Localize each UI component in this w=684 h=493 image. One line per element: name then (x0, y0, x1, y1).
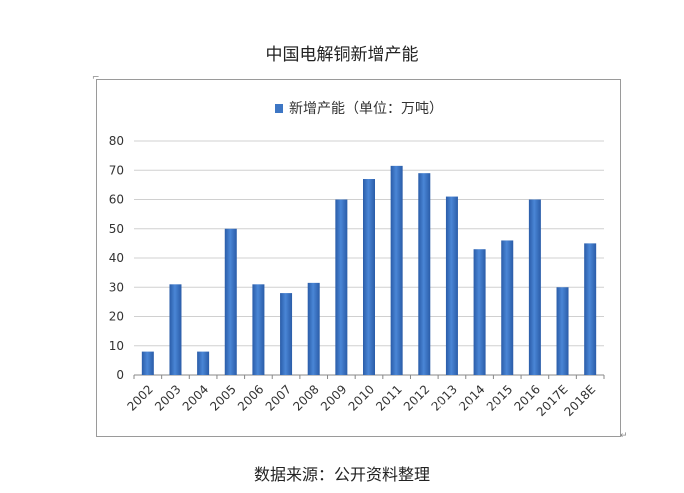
bar-2006 (252, 284, 265, 375)
y-tick-labels: 0 10 20 30 40 50 60 70 80 (109, 134, 124, 382)
x-tick-labels: 2002200320042005200620072008200920102011… (124, 382, 598, 419)
bar-2012 (418, 173, 431, 375)
x-tick-label: 2009 (318, 382, 349, 413)
bar-2003 (169, 284, 182, 375)
y-tick-label: 40 (109, 251, 124, 265)
y-tick-label: 10 (109, 339, 124, 353)
bar-2016 (528, 199, 541, 375)
bar-2005 (224, 228, 237, 375)
bar-2002 (141, 351, 154, 375)
x-tick-label: 2006 (235, 382, 266, 413)
page-title: 中国电解铜新增产能 (265, 45, 419, 65)
x-tick-label: 2004 (180, 382, 211, 413)
bar-2009 (335, 199, 348, 375)
corner-mark-top-left: ⌐ (92, 73, 100, 83)
bar-2007 (280, 293, 293, 375)
y-tick-label: 0 (116, 368, 124, 382)
x-tick-label: 2007 (263, 382, 294, 413)
x-tick-label: 2008 (290, 382, 321, 413)
bar-2010 (363, 179, 375, 375)
bar-layer (141, 165, 597, 375)
bar-2014 (473, 249, 486, 375)
y-tick-label: 50 (109, 222, 124, 236)
y-tick-label: 60 (109, 193, 124, 207)
x-tick-label: 2005 (207, 382, 238, 413)
bar-2015 (501, 240, 514, 375)
x-tick-label: 2002 (124, 382, 155, 413)
x-tick-label: 2018E (561, 382, 598, 419)
y-tick-label: 30 (109, 280, 124, 294)
chart-legend: 新增产能（单位：万吨） (275, 98, 443, 118)
legend-swatch (275, 103, 283, 113)
y-tick-label: 70 (109, 163, 124, 177)
bar-2017E (556, 287, 569, 375)
bar-2013 (445, 196, 458, 375)
x-tick-label: 2010 (346, 382, 377, 413)
x-tick-label: 2003 (152, 382, 183, 413)
bar-2008 (307, 282, 320, 375)
y-tick-label: 80 (109, 134, 124, 148)
y-tick-label: 20 (109, 310, 124, 324)
bar-2018E (584, 243, 597, 375)
bar-2011 (390, 165, 403, 375)
corner-mark-bottom-right: ↵ (620, 431, 628, 441)
data-source: 数据来源：公开资料整理 (253, 465, 430, 484)
legend-label: 新增产能（单位：万吨） (289, 101, 443, 117)
watermark-text: CCMN.COM (414, 399, 506, 416)
bar-2004 (197, 351, 210, 375)
x-tick-label: 2011 (373, 382, 404, 413)
